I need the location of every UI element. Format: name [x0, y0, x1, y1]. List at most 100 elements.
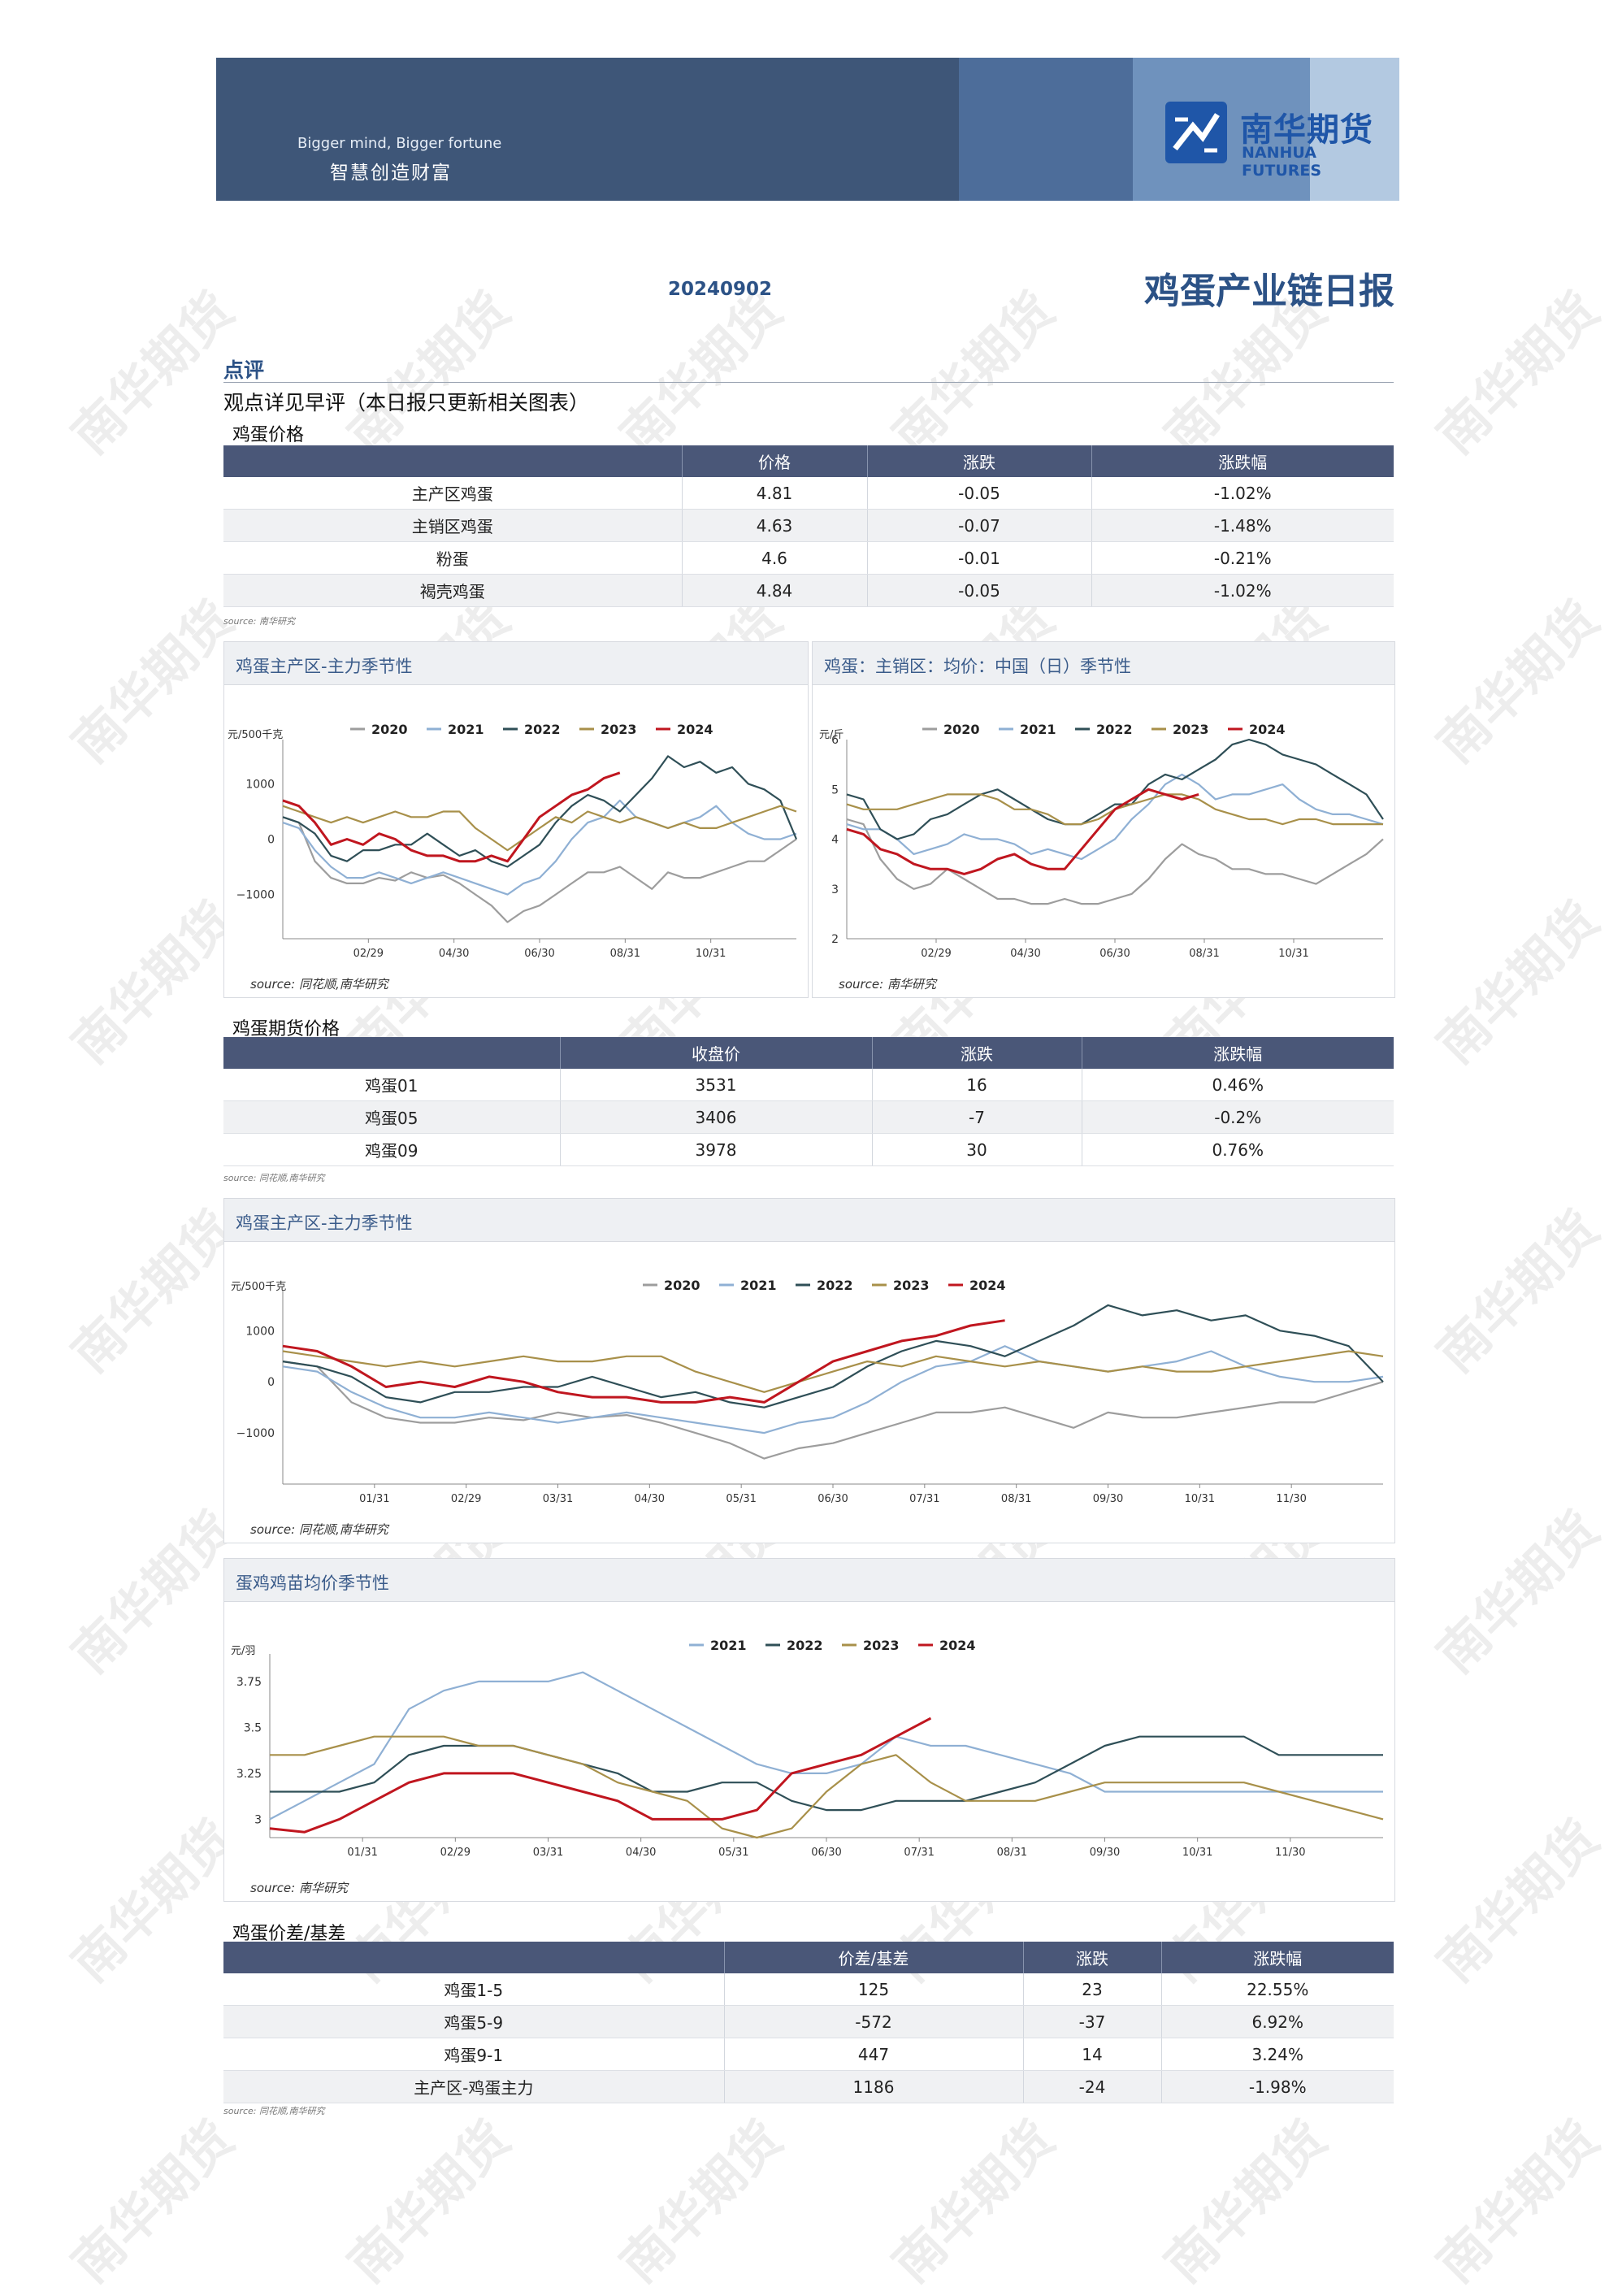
watermark-text: 南华期货	[1153, 2109, 1338, 2294]
cell-value: -572	[724, 2005, 1024, 2038]
column-header: 涨跌幅	[1161, 1942, 1394, 1973]
table-row: 鸡蛋01 3531 16 0.46%	[223, 1069, 1394, 1101]
chart-title: 蛋鸡鸡苗均价季节性	[236, 1573, 389, 1593]
chart-source: source: 南华研究	[250, 1881, 348, 1895]
x-tick-label: 10/31	[1185, 1493, 1215, 1505]
row-label: 鸡蛋9-1	[223, 2038, 725, 2071]
legend-label: 2023	[893, 1278, 930, 1293]
watermark-text: 南华期货	[881, 2109, 1066, 2294]
x-tick-label: 08/31	[610, 948, 640, 960]
x-tick-label: 11/30	[1275, 1847, 1305, 1859]
chart-source: source: 同花顺,南华研究	[250, 977, 388, 992]
cell-pct: 0.76%	[1082, 1133, 1394, 1166]
cell-value: 3406	[560, 1100, 873, 1134]
cell-change: 16	[872, 1069, 1082, 1101]
column-header: 价格	[682, 445, 868, 477]
column-header: 涨跌	[1023, 1942, 1162, 1973]
x-tick-label: 10/31	[696, 948, 726, 960]
cell-change: -37	[1023, 2005, 1162, 2038]
series-line-2022	[282, 1304, 1384, 1408]
row-label: 主销区鸡蛋	[223, 509, 683, 542]
comment-heading: 点评	[223, 358, 265, 382]
legend-label: 2024	[1249, 722, 1286, 737]
series-line-2022	[282, 755, 798, 868]
panel-header	[813, 642, 1394, 685]
legend-label: 2021	[710, 1638, 747, 1653]
table-header-row: 收盘价 涨跌 涨跌幅	[223, 1037, 1394, 1069]
column-header: 价差/基差	[724, 1942, 1024, 1973]
y-tick-label: 2	[831, 933, 839, 946]
table-source: source: 同花顺,南华研究	[223, 1173, 325, 1183]
series-line-2024	[282, 1319, 1005, 1404]
row-label: 褐壳鸡蛋	[223, 574, 683, 607]
nanhua-logo-icon	[1165, 102, 1227, 163]
legend-label: 2022	[1096, 722, 1133, 737]
x-tick-label: 06/30	[524, 948, 554, 960]
cell-value: 447	[724, 2038, 1024, 2071]
y-tick-label: 3	[254, 1813, 262, 1826]
y-axis-label: 元/500千克	[228, 729, 283, 741]
row-label: 鸡蛋05	[223, 1100, 561, 1134]
cell-value: 4.81	[682, 477, 868, 510]
x-tick-label: 02/29	[921, 948, 951, 960]
legend-label: 2021	[1020, 722, 1056, 737]
logo-text-chinese: 南华期货	[1240, 111, 1373, 149]
slogan-english: Bigger mind, Bigger fortune	[297, 135, 502, 152]
table-row: 鸡蛋5-9 -572 -37 6.92%	[223, 2005, 1394, 2038]
series-line-2022	[846, 738, 1384, 840]
x-tick-label: 07/31	[909, 1493, 939, 1505]
x-tick-label: 07/31	[904, 1847, 934, 1859]
series-line-2023	[270, 1735, 1384, 1839]
x-tick-label: 10/31	[1278, 948, 1308, 960]
x-tick-label: 03/31	[533, 1847, 563, 1859]
legend-label: 2022	[524, 722, 561, 737]
watermark-text: 南华期货	[60, 589, 245, 775]
x-tick-label: 03/31	[543, 1493, 573, 1505]
legend-label: 2024	[939, 1638, 976, 1653]
watermark-text: 南华期货	[336, 280, 522, 466]
egg-price-title: 鸡蛋价格	[232, 425, 305, 445]
watermark-text: 南华期货	[1425, 280, 1609, 466]
cell-value: 3978	[560, 1133, 873, 1166]
y-tick-label: 3.75	[236, 1676, 262, 1689]
series-line-2024	[269, 1717, 932, 1834]
column-header: 涨跌	[867, 445, 1092, 477]
series-line-2024	[282, 771, 621, 863]
cell-change: -7	[872, 1100, 1082, 1134]
cell-change: 14	[1023, 2038, 1162, 2071]
table-row: 主产区-鸡蛋主力 1186 -24 -1.98%	[223, 2070, 1394, 2103]
legend-label: 2020	[664, 1278, 700, 1293]
line-chart-svg: 元/500千克 1000 0 −1000 02/29 04/30 06/30 08/31 10/…	[228, 722, 798, 960]
watermark-text: 南华期货	[1425, 1808, 1609, 1994]
row-label: 粉蛋	[223, 541, 683, 575]
y-tick-label: 3.25	[236, 1768, 262, 1781]
chart-title: 鸡蛋主产区-主力季节性	[236, 657, 413, 676]
series-line-2023	[282, 1350, 1384, 1393]
table-source: source: 南华研究	[223, 616, 295, 627]
column-header: 收盘价	[560, 1037, 873, 1069]
legend-label: 2024	[969, 1278, 1006, 1293]
legend-label: 2021	[740, 1278, 777, 1293]
legend-label: 2021	[448, 722, 484, 737]
series-line-2020	[282, 816, 797, 923]
row-label: 鸡蛋5-9	[223, 2005, 725, 2038]
table-row: 主产区鸡蛋 4.81 -0.05 -1.02%	[223, 477, 1394, 510]
y-tick-label: 0	[267, 834, 275, 847]
watermark-text: 南华期货	[1425, 1500, 1609, 1685]
x-tick-label: 04/30	[626, 1847, 656, 1859]
y-tick-label: 6	[831, 734, 839, 747]
chart-panel-chick-price-seasonal: 蛋鸡鸡苗均价季节性 source: 南华研究 元/羽 3.75 3.5 3.25 3 01…	[223, 1558, 1395, 1902]
spread-table: 价差/基差 涨跌 涨跌幅 鸡蛋1-5 125 23 22.55% 鸡蛋5-9 -572-…	[223, 1942, 1394, 2103]
legend-label: 2023	[863, 1638, 900, 1653]
column-header: 涨跌幅	[1082, 1037, 1394, 1069]
watermark-text: 南华期货	[60, 890, 245, 1075]
series-line-2021	[269, 1671, 1383, 1821]
watermark-text: 南华期货	[1425, 589, 1609, 775]
cell-pct: 3.24%	[1161, 2038, 1394, 2071]
line-chart-svg: 元/斤6 5 4 3 2 02/29 04/30 06/30 08/31 10/31 2020 202…	[819, 722, 1384, 960]
report-title: 鸡蛋产业链日报	[1144, 271, 1394, 312]
x-tick-label: 02/29	[451, 1493, 481, 1505]
x-tick-label: 08/31	[1001, 1493, 1031, 1505]
banner-stripe	[1310, 58, 1399, 201]
legend-label: 2022	[787, 1638, 823, 1653]
